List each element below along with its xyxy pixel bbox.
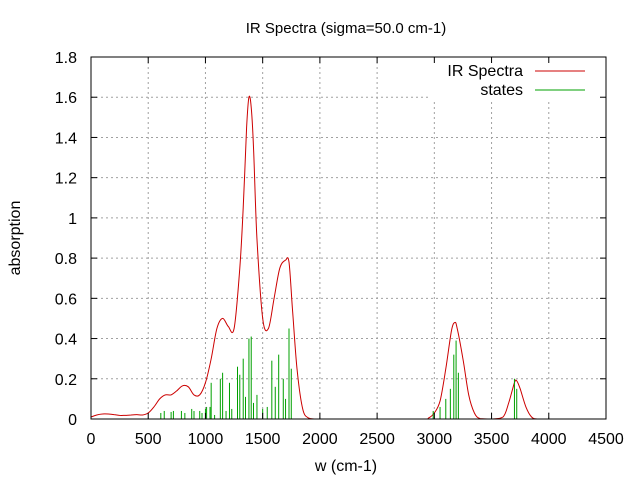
y-tick-label: 1.4: [55, 130, 77, 147]
y-tick-label: 0.4: [55, 332, 77, 349]
y-tick-label: 0: [68, 412, 77, 429]
x-tick-label: 4000: [531, 431, 567, 448]
y-tick-label: 1.2: [55, 171, 77, 188]
x-tick-label: 3000: [417, 431, 453, 448]
chart-title: IR Spectra (sigma=50.0 cm-1): [246, 20, 447, 37]
x-tick-label: 1500: [245, 431, 281, 448]
legend: IR Spectra states: [447, 63, 585, 99]
legend-background: [430, 58, 605, 100]
x-tick-label: 3500: [474, 431, 510, 448]
axis-ticks: 0 500 1000 1500 2000 2500 3000 3500 4000 4500 0 0.2…: [55, 50, 624, 448]
y-tick-label: 1.6: [55, 90, 77, 107]
y-tick-label: 1.8: [55, 50, 77, 67]
x-tick-label: 500: [135, 431, 162, 448]
legend-label-ir-spectra: IR Spectra: [447, 63, 523, 80]
x-tick-label: 1000: [188, 431, 224, 448]
grid: [91, 57, 606, 419]
plot-frame: [90, 56, 607, 420]
legend-label-states: states: [480, 82, 523, 99]
ir-spectra-line: [90, 95, 606, 420]
y-tick-label: 1: [68, 211, 77, 228]
x-tick-label: 2000: [302, 431, 338, 448]
x-tick-label: 4500: [588, 431, 624, 448]
x-tick-label: 0: [87, 431, 96, 448]
y-tick-label: 0.2: [55, 372, 77, 389]
series-layer: [90, 95, 606, 420]
y-tick-label: 0.8: [55, 251, 77, 268]
x-axis-label: w (cm-1): [314, 458, 377, 475]
y-axis-label: absorption: [7, 201, 24, 276]
x-tick-label: 2500: [359, 431, 395, 448]
y-tick-label: 0.6: [55, 291, 77, 308]
